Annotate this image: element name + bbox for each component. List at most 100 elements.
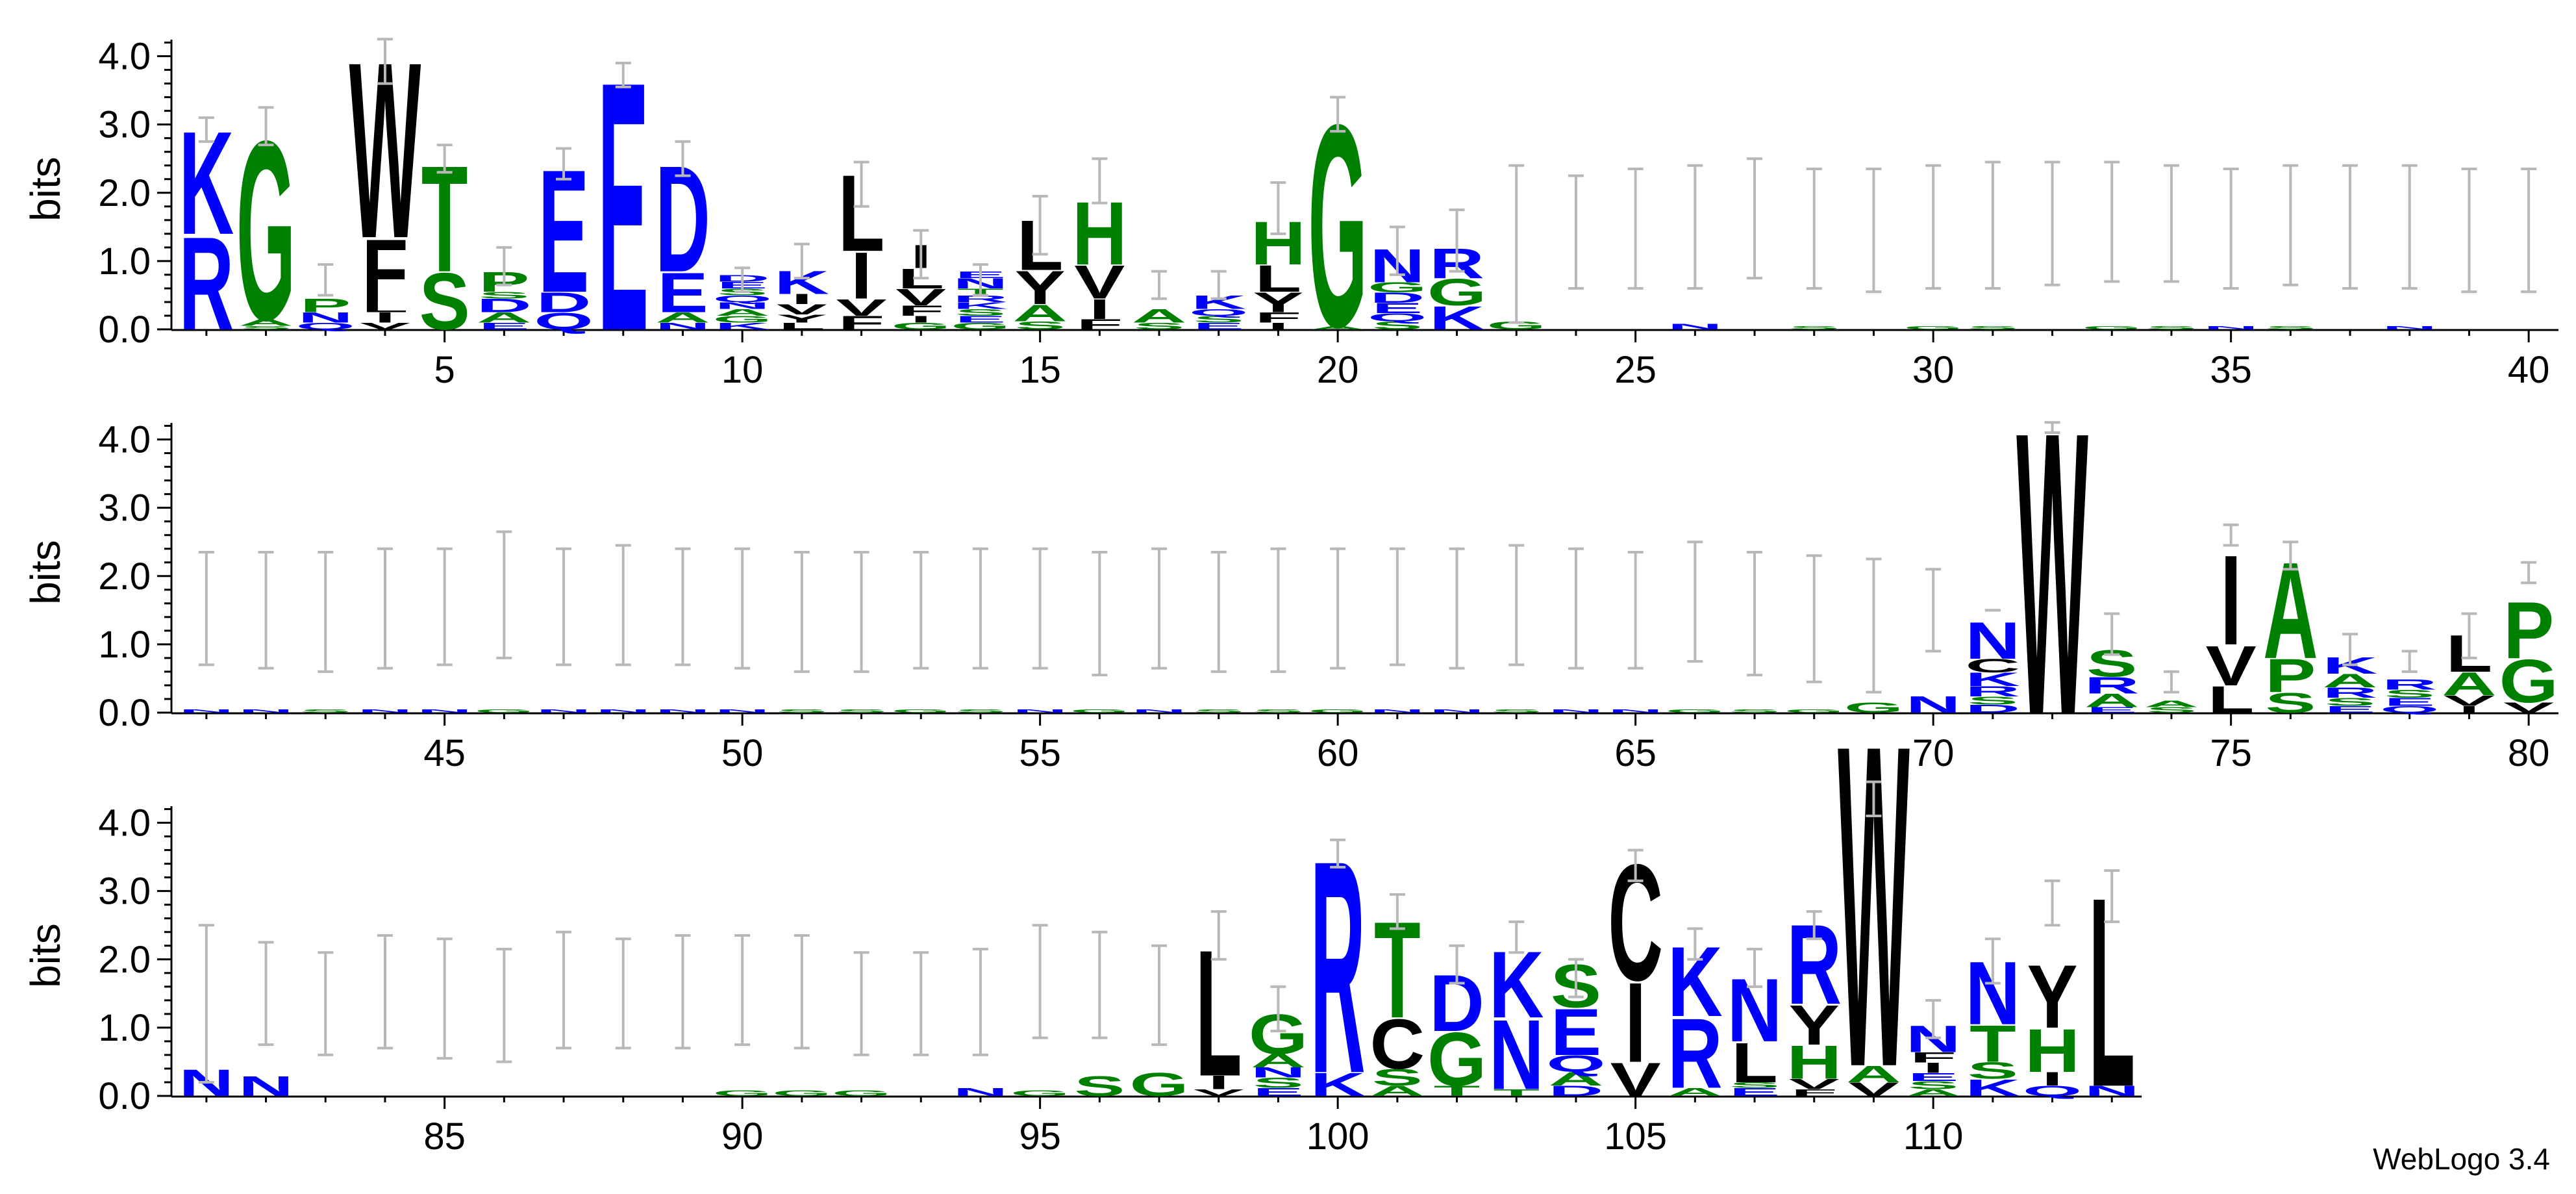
logo-column-102: TGD bbox=[1427, 944, 1486, 1102]
error-bar-1 bbox=[198, 116, 214, 143]
residue-E-pos21: E bbox=[1372, 300, 1423, 316]
residue-S-pos67: S bbox=[1729, 708, 1780, 713]
error-bar-77 bbox=[2342, 633, 2358, 667]
error-bar-27 bbox=[1747, 157, 1763, 280]
residue-S-pos54: S bbox=[955, 708, 1006, 713]
residue-S-pos18: S bbox=[1194, 314, 1244, 324]
error-bar-63 bbox=[1508, 544, 1525, 667]
residue-F-pos108: F bbox=[1791, 1087, 1838, 1098]
residue-A-pos109: A bbox=[1846, 1061, 1901, 1087]
y-tick-label: 4.0 bbox=[98, 802, 151, 845]
error-bar-53 bbox=[913, 550, 929, 670]
logo-column-68: G bbox=[1784, 554, 1844, 714]
y-tick-label: 3.0 bbox=[98, 104, 151, 146]
error-bar-95 bbox=[1032, 924, 1048, 1039]
logo-column-8: E bbox=[598, 8, 649, 405]
residue-S-pos52: S bbox=[836, 708, 886, 713]
residue-T-pos103: T bbox=[1493, 1087, 1540, 1098]
residue-G-pos13: G bbox=[892, 321, 951, 331]
residue-D-pos21: D bbox=[1370, 290, 1425, 305]
error-bar-4 bbox=[377, 38, 393, 85]
residue-A-pos106: A bbox=[1668, 1086, 1723, 1099]
y-tick-label: 4.0 bbox=[98, 36, 151, 78]
residue-K-pos100: K bbox=[1310, 1066, 1366, 1103]
residue-D-pos71: D bbox=[1966, 702, 2021, 715]
logo-column-91: G bbox=[772, 934, 831, 1098]
error-bar-5 bbox=[436, 144, 453, 174]
logo-column-24 bbox=[1568, 174, 1584, 290]
y-tick-label: 1.0 bbox=[98, 624, 151, 666]
residue-G-pos23: G bbox=[1487, 319, 1546, 332]
logo-column-20: AG bbox=[1308, 64, 1368, 387]
error-bar-112 bbox=[2044, 879, 2060, 927]
error-bar-6 bbox=[496, 246, 512, 286]
residue-S-pos59: S bbox=[1253, 708, 1303, 713]
x-tick-label: 30 bbox=[1912, 349, 1955, 391]
logo-column-33: G bbox=[2082, 160, 2142, 331]
residue-G-pos14: G bbox=[951, 321, 1010, 331]
residue-R-pos71: R bbox=[1966, 683, 2021, 699]
error-bar-75 bbox=[2223, 523, 2239, 547]
logo-column-77: ESRAK bbox=[2323, 633, 2377, 715]
logo-column-10: KGANQSED bbox=[713, 266, 772, 331]
residue-A-pos2: A bbox=[238, 317, 294, 327]
logo-column-82: N bbox=[238, 941, 294, 1102]
residue-W-pos109: W bbox=[1838, 649, 1910, 1163]
residue-G-pos46: G bbox=[475, 708, 534, 713]
residue-V-pos16: V bbox=[1074, 256, 1125, 309]
logo-column-47: N bbox=[536, 547, 591, 714]
residue-S-pos43: S bbox=[300, 708, 351, 713]
error-bar-59 bbox=[1270, 547, 1286, 673]
residue-F-pos12: F bbox=[838, 312, 885, 333]
residue-V-pos12: V bbox=[836, 294, 886, 321]
x-tick-label: 60 bbox=[1317, 732, 1359, 774]
error-bar-93 bbox=[913, 951, 929, 1056]
error-bar-26 bbox=[1687, 164, 1703, 290]
residue-S-pos101: S bbox=[1372, 1064, 1423, 1091]
y-axis-label: bits bbox=[22, 923, 69, 988]
residue-A-pos74: A bbox=[2144, 698, 2199, 709]
logo-column-50: N bbox=[715, 547, 769, 714]
residue-S-pos34: S bbox=[2146, 325, 2197, 330]
logo-column-96: S bbox=[1074, 930, 1125, 1102]
error-bar-105 bbox=[1627, 848, 1644, 882]
residue-L-pos4: L bbox=[362, 299, 408, 315]
residue-A-pos17: A bbox=[1132, 305, 1187, 326]
error-bar-36 bbox=[2282, 164, 2299, 286]
residue-S-pos14: S bbox=[955, 307, 1006, 318]
logo-column-66: G bbox=[1666, 540, 1725, 714]
logo-column-57: N bbox=[1132, 547, 1187, 714]
residue-S-pos77: S bbox=[2325, 696, 2375, 709]
logo-column-85 bbox=[436, 937, 453, 1060]
residue-E-pos104: E bbox=[1551, 995, 1601, 1069]
residue-A-pos15: A bbox=[1012, 300, 1068, 327]
logo-column-22: KGR bbox=[1427, 209, 1486, 337]
logo-column-94: N bbox=[953, 948, 1008, 1099]
residue-Q-pos3: Q bbox=[296, 321, 355, 331]
logo-column-62: N bbox=[1429, 547, 1484, 714]
residue-E-pos14: E bbox=[955, 314, 1006, 324]
y-tick-label: 1.0 bbox=[98, 240, 151, 283]
residue-I-pos105: I bbox=[1625, 959, 1646, 1086]
residue-I-pos112: I bbox=[2042, 1069, 2063, 1089]
x-tick-label: 100 bbox=[1307, 1115, 1369, 1158]
error-bar-103 bbox=[1508, 920, 1525, 954]
residue-T-pos102: T bbox=[1434, 1083, 1481, 1099]
error-bar-108 bbox=[1806, 910, 1822, 941]
error-bar-24 bbox=[1568, 174, 1584, 290]
residue-G-pos91: G bbox=[772, 1089, 831, 1097]
x-tick-label: 110 bbox=[1903, 1115, 1963, 1158]
residue-Y-pos112: Y bbox=[2027, 947, 2077, 1047]
residue-R-pos1: R bbox=[179, 210, 234, 358]
residue-L-pos107: L bbox=[1731, 1030, 1778, 1094]
error-bar-94 bbox=[972, 948, 988, 1056]
error-bar-44 bbox=[377, 547, 393, 670]
residue-N-pos41: N bbox=[179, 708, 234, 713]
residue-T-pos111: T bbox=[1970, 1015, 2016, 1073]
residue-N-pos57: N bbox=[1132, 708, 1187, 713]
error-bar-18 bbox=[1210, 270, 1227, 300]
